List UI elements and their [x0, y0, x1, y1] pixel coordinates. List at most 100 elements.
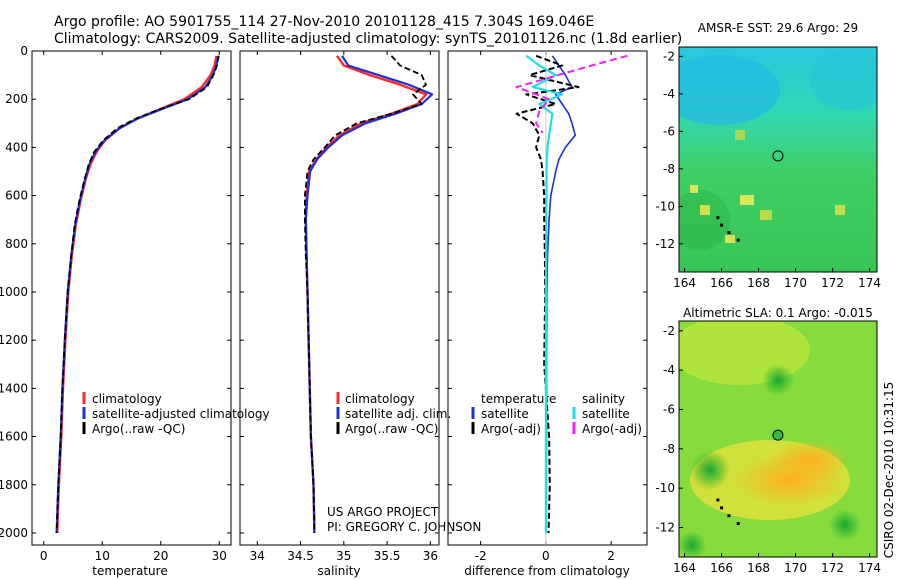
island-mark: [727, 514, 731, 518]
y-tick-label: 600: [5, 189, 28, 203]
y-tick-label: 400: [5, 140, 28, 154]
x-tick-label: 34.5: [287, 549, 314, 563]
profile-title: Argo profile: AO 5901755_114 27-Nov-2010…: [54, 14, 595, 30]
map-y-tick-label: -4: [663, 363, 675, 377]
series-line-climatology: [304, 55, 428, 534]
salinity-panel: [239, 50, 440, 546]
map-y-tick-label: -6: [663, 124, 675, 138]
project-credit: US ARGO PROJECT: [327, 505, 439, 519]
sst-map-title: AMSR-E SST: 29.6 Argo: 29: [698, 21, 858, 35]
difference-axes-frame: [447, 50, 648, 546]
legend-label-satellite: satellite adj. clim.: [345, 407, 451, 421]
y-tick-label: 2000: [0, 526, 28, 540]
pi-credit: PI: GREGORY C. JOHNSON: [327, 520, 481, 534]
sla-low-eddy: [829, 509, 861, 541]
map-x-tick-label: 174: [858, 561, 881, 575]
temperature-panel: [31, 50, 232, 546]
legend-label-argo: Argo(..raw -QC): [345, 422, 438, 436]
y-tick-label: 1800: [0, 478, 28, 492]
legend-label-sal-argo: Argo(-adj): [582, 422, 642, 436]
island-mark: [720, 506, 724, 510]
map-y-tick-label: -4: [663, 87, 675, 101]
sst-warm-pixel: [690, 185, 698, 193]
map-y-tick-label: -12: [655, 237, 675, 251]
salinity-xlabel: salinity: [317, 564, 360, 578]
series-line-climatology: [56, 55, 218, 534]
map-x-tick-label: 166: [710, 561, 733, 575]
profile-location-marker: [772, 150, 784, 162]
y-tick-label: 800: [5, 237, 28, 251]
x-tick-label: 35: [336, 549, 351, 563]
climatology-title: Climatology: CARS2009. Satellite-adjuste…: [54, 31, 683, 47]
y-tick-label: 200: [5, 92, 28, 106]
x-tick-label: 35.5: [374, 549, 401, 563]
sst-map-panel: AMSR-E SST: 29.6 Argo: 29: [678, 21, 878, 273]
map-x-tick-label: 174: [858, 276, 881, 290]
map-y-tick-label: -6: [663, 403, 675, 417]
difference-legend: temperature satellite Argo(-adj) salinit…: [471, 392, 642, 436]
legend-label-sal-satellite: satellite: [582, 407, 630, 421]
map-y-tick-label: -10: [655, 199, 675, 213]
salinity-legend: climatology satellite adj. clim. Argo(..…: [336, 392, 451, 436]
series-line-salinity-argo-adj-: [515, 54, 628, 134]
profile-location-marker: [772, 429, 784, 441]
series-line-satellite-adjusted-climatology: [55, 55, 220, 534]
map-x-tick-label: 164: [673, 561, 696, 575]
y-tick-label: 0: [20, 44, 28, 58]
sst-map-frame: [678, 46, 878, 273]
island-mark: [720, 223, 724, 227]
legend-heading-salinity: salinity: [582, 392, 625, 406]
x-tick-label: 0: [542, 549, 550, 563]
series-line-temperature-argo-adj-: [515, 54, 580, 534]
island-mark: [727, 231, 731, 235]
series-line-satellite-adj-clim-: [304, 55, 434, 534]
sla-map-frame: [678, 320, 878, 558]
map-x-tick-label: 172: [821, 561, 844, 575]
difference-xlabel: difference from climatology: [464, 564, 630, 578]
sst-warm-pixel: [760, 210, 772, 220]
temperature-legend: climatology satellite-adjusted climatolo…: [82, 392, 270, 436]
map-x-tick-label: 168: [747, 561, 770, 575]
sst-warm-pixel: [725, 235, 735, 243]
series-line-argo-raw-qc-: [303, 55, 427, 534]
sla-map-panel: Altimetric SLA: 0.1 Argo: -0.015: [678, 306, 878, 558]
sst-warm-patch: [679, 190, 730, 250]
map-y-tick-label: -8: [663, 442, 675, 456]
x-tick-label: -2: [475, 549, 487, 563]
temperature-xlabel: temperature: [92, 564, 167, 578]
legend-label-satellite: satellite-adjusted climatology: [92, 407, 270, 421]
map-y-tick-label: -12: [655, 521, 675, 535]
legend-label-argo: Argo(..raw -QC): [92, 422, 185, 436]
x-tick-label: 30: [212, 549, 227, 563]
map-x-tick-label: 164: [673, 276, 696, 290]
series-line-salinity-satellite: [525, 54, 564, 533]
difference-panel: [447, 50, 648, 546]
map-x-tick-label: 172: [821, 276, 844, 290]
x-tick-label: 20: [153, 549, 168, 563]
sla-low-eddy: [690, 450, 730, 490]
sst-map-field: [679, 47, 877, 272]
legend-label-climatology: climatology: [92, 392, 162, 406]
x-tick-label: 36: [423, 549, 438, 563]
sst-warm-pixel: [835, 205, 845, 215]
map-x-tick-label: 170: [784, 276, 807, 290]
sla-map-title: Altimetric SLA: 0.1 Argo: -0.015: [683, 306, 873, 320]
y-tick-label: 1400: [0, 381, 28, 395]
island-mark: [716, 216, 720, 220]
island-mark: [716, 498, 720, 502]
sst-warm-pixel: [740, 195, 754, 205]
map-y-tick-label: -8: [663, 162, 675, 176]
plot-marks: 0 10 20 30020040060080010001200140016001800…: [0, 44, 881, 575]
y-tick-label: 1000: [0, 285, 28, 299]
sla-hot-patch: [770, 440, 850, 480]
x-tick-label: 2: [607, 549, 615, 563]
legend-label-climatology: climatology: [345, 392, 415, 406]
sla-low-eddy: [762, 364, 794, 396]
map-x-tick-label: 166: [710, 276, 733, 290]
sst-cool-patch: [810, 50, 877, 110]
legend-label-temp-satellite: satellite: [481, 407, 529, 421]
map-x-tick-label: 168: [747, 276, 770, 290]
x-tick-label: 34: [250, 549, 265, 563]
salinity-axes-frame: [239, 50, 440, 546]
